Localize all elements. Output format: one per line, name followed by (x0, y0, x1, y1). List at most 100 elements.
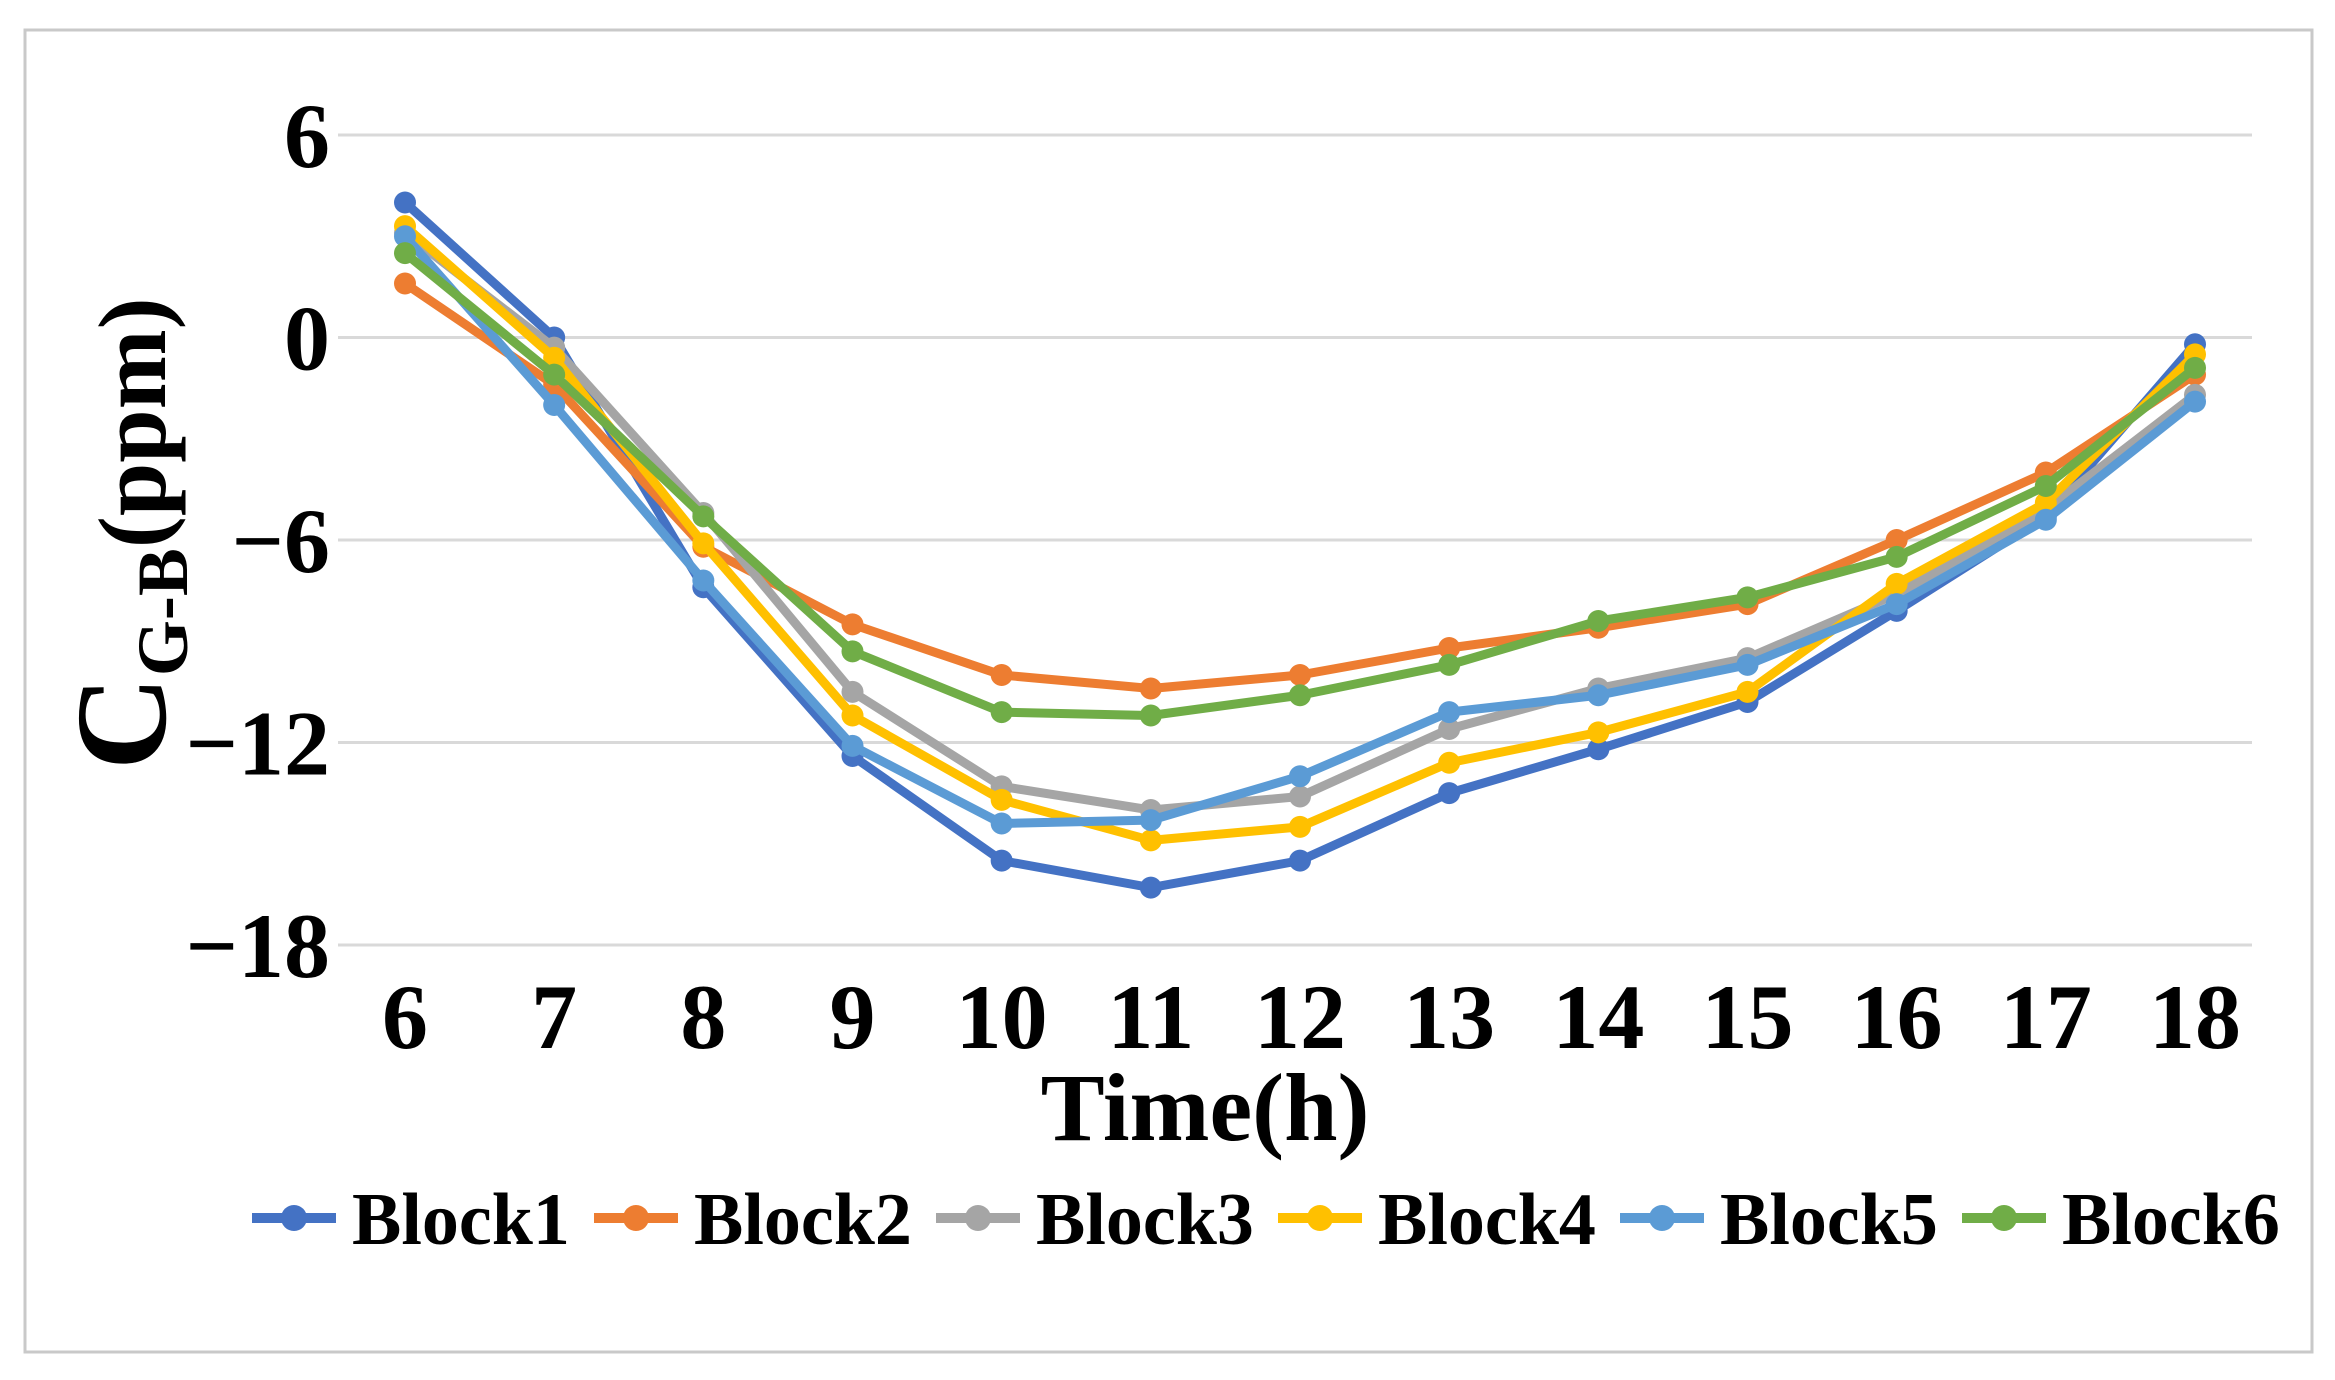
series-block6 (394, 242, 2206, 727)
x-axis-title: Time(h) (1041, 1054, 1370, 1161)
marker-block4-x12 (1289, 815, 1311, 838)
x-tick-label-6: 6 (382, 966, 428, 1068)
x-tick-label-15: 15 (1702, 966, 1794, 1068)
marker-block6-x8 (692, 505, 715, 528)
marker-block6-x14 (1587, 610, 1610, 632)
marker-block4-x16 (1885, 572, 1908, 595)
marker-block4-x10 (990, 788, 1013, 811)
marker-block5-x6 (394, 225, 416, 248)
x-tick-label-9: 9 (830, 966, 876, 1068)
legend-item-block1: Block1 (252, 1179, 570, 1261)
legend-marker-block4 (1307, 1205, 1333, 1231)
legend-marker-block6 (1991, 1205, 2017, 1231)
legend-marker-block3 (965, 1205, 991, 1231)
legend-item-block4: Block4 (1278, 1179, 1596, 1261)
legend-label-block5: Block5 (1720, 1179, 1938, 1261)
marker-block3-x12 (1289, 785, 1311, 808)
marker-block6-x6 (394, 242, 416, 265)
y-tick-label-6: 6 (284, 85, 330, 187)
series-block5 (394, 225, 2206, 835)
y-axis-tick-labels: 6 0 −6 −12 −18 (186, 85, 330, 997)
marker-block5-x16 (1885, 593, 1908, 616)
x-tick-label-18: 18 (2149, 966, 2241, 1068)
legend-item-block5: Block5 (1620, 1179, 1938, 1261)
marker-block4-x14 (1587, 721, 1610, 744)
legend-label-block4: Block4 (1378, 1179, 1596, 1261)
marker-block4-x9 (841, 704, 864, 727)
marker-block2-x16 (1885, 529, 1908, 551)
marker-block4-x11 (1139, 829, 1162, 852)
y-tick-label--18: −18 (186, 895, 330, 997)
marker-block5-x18 (2184, 390, 2206, 413)
marker-block5-x12 (1289, 765, 1311, 788)
marker-block6-x12 (1289, 684, 1311, 707)
marker-block5-x8 (692, 569, 715, 592)
marker-block2-x12 (1289, 664, 1311, 686)
series-block4 (394, 215, 2206, 852)
x-tick-label-16: 16 (1851, 966, 1943, 1068)
y-axis-title: CG-B(ppm) (50, 297, 203, 770)
marker-block3-x13 (1438, 718, 1461, 740)
marker-block2-x11 (1139, 677, 1162, 700)
marker-block5-x13 (1438, 701, 1461, 724)
marker-block4-x13 (1438, 751, 1461, 774)
marker-block2-x13 (1438, 637, 1461, 659)
legend-label-block1: Block1 (352, 1179, 570, 1261)
marker-block5-x15 (1736, 653, 1759, 676)
marker-block4-x7 (543, 346, 566, 369)
marker-block6-x7 (543, 363, 566, 386)
y-tick-label--12: −12 (186, 693, 330, 795)
legend-marker-block5 (1649, 1205, 1675, 1231)
gridlines (338, 133, 2252, 947)
marker-block5-x7 (543, 394, 566, 416)
legend-marker-block1 (281, 1205, 307, 1231)
marker-block2-x10 (990, 664, 1013, 686)
x-tick-label-8: 8 (680, 966, 726, 1068)
marker-block6-x17 (2034, 475, 2057, 497)
legend-label-block6: Block6 (2062, 1179, 2280, 1261)
x-tick-label-14: 14 (1552, 966, 1644, 1068)
x-tick-label-7: 7 (531, 966, 577, 1068)
x-tick-label-10: 10 (956, 966, 1048, 1068)
marker-block1-x11 (1139, 876, 1162, 899)
marker-block6-x10 (990, 701, 1013, 724)
marker-block2-x6 (394, 272, 416, 295)
marker-block1-x10 (990, 849, 1013, 872)
x-tick-label-12: 12 (1254, 966, 1346, 1068)
plot-series (394, 191, 2206, 899)
legend-item-block6: Block6 (1962, 1179, 2280, 1261)
x-tick-label-11: 11 (1107, 966, 1194, 1068)
y-tick-label--6: −6 (232, 490, 330, 592)
y-axis-title-text: CG-B(ppm) (50, 297, 203, 770)
y-tick-label-0: 0 (284, 288, 330, 390)
marker-block2-x9 (841, 613, 864, 636)
marker-block5-x10 (990, 812, 1013, 835)
chart-legend: Block1 Block2 Block3 Block4 Block5 Block6 (252, 1179, 2280, 1261)
marker-block4-x15 (1736, 680, 1759, 703)
marker-block6-x18 (2184, 356, 2206, 379)
marker-block6-x16 (1885, 545, 1908, 568)
marker-block4-x8 (692, 532, 715, 555)
legend-marker-block2 (623, 1205, 649, 1231)
legend-item-block3: Block3 (936, 1179, 1254, 1261)
marker-block5-x11 (1139, 809, 1162, 832)
marker-block1-x12 (1289, 849, 1311, 872)
marker-block5-x14 (1587, 684, 1610, 707)
marker-block4-x17 (2034, 491, 2057, 514)
marker-block6-x13 (1438, 653, 1461, 676)
marker-block6-x9 (841, 640, 864, 663)
marker-block1-x6 (394, 191, 416, 214)
legend-label-block3: Block3 (1036, 1179, 1254, 1261)
legend-label-block2: Block2 (694, 1179, 912, 1261)
marker-block6-x15 (1736, 586, 1759, 609)
marker-block6-x11 (1139, 704, 1162, 727)
marker-block1-x13 (1438, 782, 1461, 805)
x-tick-label-13: 13 (1403, 966, 1495, 1068)
x-axis-title-text: Time(h) (1041, 1054, 1370, 1161)
x-tick-label-17: 17 (2000, 966, 2092, 1068)
marker-block1-x14 (1587, 738, 1610, 761)
legend-item-block2: Block2 (594, 1179, 912, 1261)
marker-block5-x17 (2034, 508, 2057, 531)
